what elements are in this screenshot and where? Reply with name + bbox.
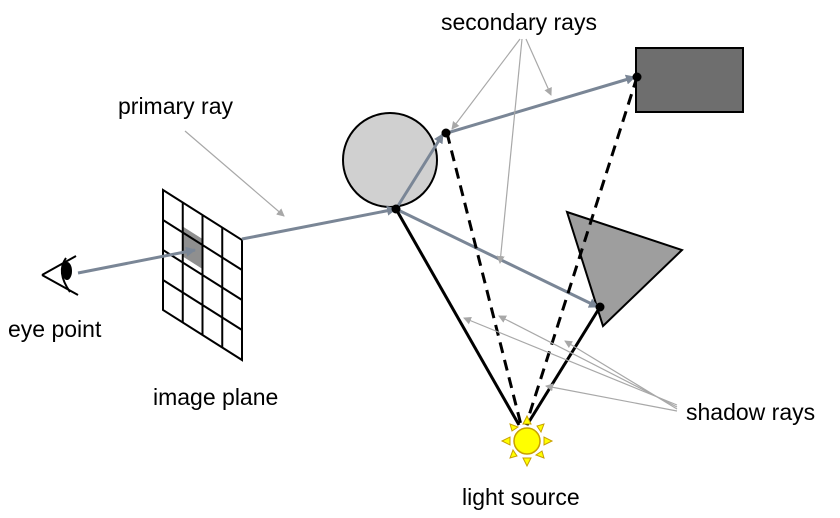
secondary-rays-label: secondary rays: [441, 9, 597, 35]
primary-ray-label: primary ray: [118, 93, 234, 119]
shadow-rays: [394, 76, 639, 426]
sphere-object: [342, 112, 438, 208]
shadow-rays-label: shadow rays: [686, 399, 816, 425]
eye-icon: [41, 255, 79, 296]
triangle-object: [565, 210, 684, 328]
eye-point-label: eye point: [8, 316, 102, 342]
sun-icon: [500, 414, 554, 468]
light-source-label: light source: [462, 484, 580, 510]
hit-points: [391, 72, 642, 312]
box-object: [635, 47, 744, 113]
image-plane-label: image plane: [153, 384, 279, 410]
label-pointers: [184, 38, 678, 412]
primary-ray: [77, 205, 397, 275]
image-plane-grid: [162, 188, 243, 362]
